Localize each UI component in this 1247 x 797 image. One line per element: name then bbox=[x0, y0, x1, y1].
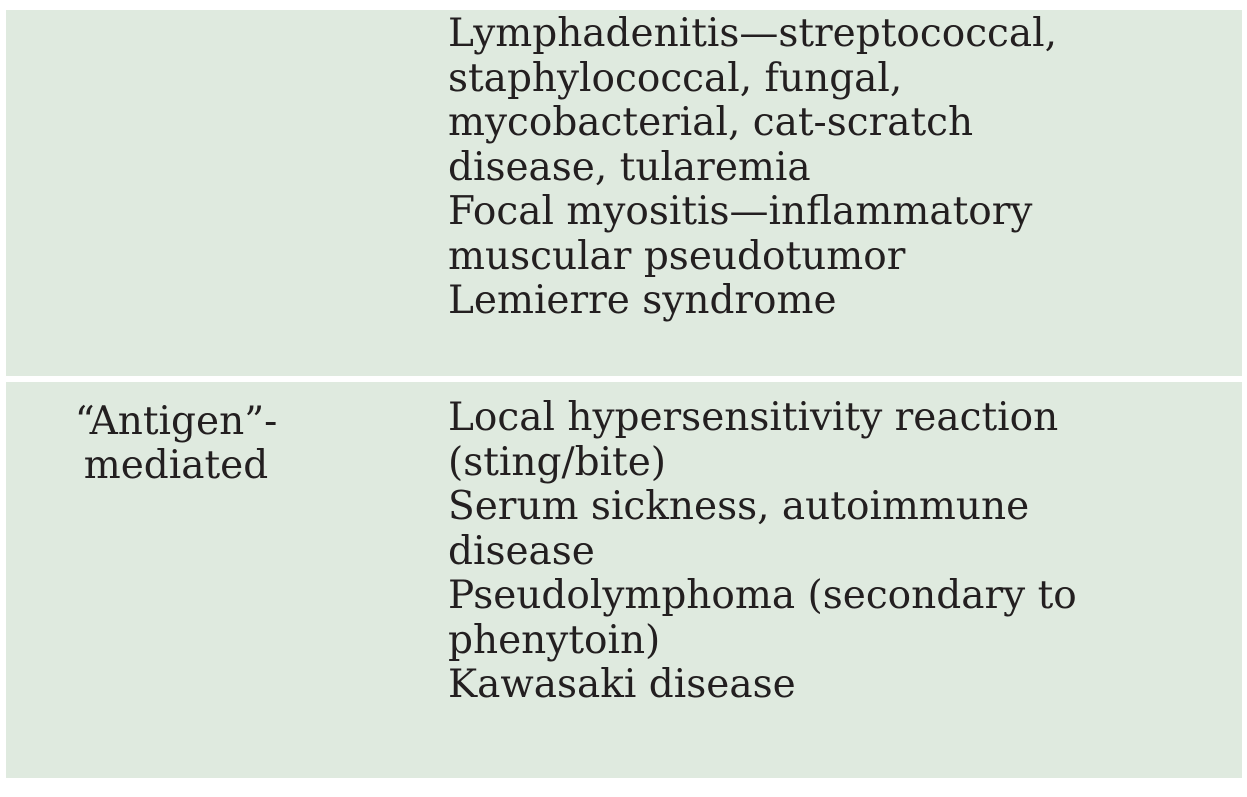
table-row: Lymphadenitis—streptococcal, staphylococ… bbox=[6, 10, 1242, 376]
list-item: Lemierre syndrome bbox=[448, 278, 837, 323]
table-row: Local hypersensitivity reaction (sting/b… bbox=[6, 382, 1242, 778]
list-item: Lymphadenitis—streptococcal, staphylococ… bbox=[448, 11, 1058, 190]
etiology-list: Lymphadenitis—streptococcal, staphylococ… bbox=[448, 11, 1238, 324]
etiology-list: Local hypersensitivity reaction (sting/b… bbox=[448, 395, 1238, 708]
category-label: “Antigen”- mediated bbox=[74, 399, 278, 488]
list-item: Focal myositis—inflammatory muscular pse… bbox=[448, 189, 1033, 279]
list-item: Pseudolymphoma (secondary to phenytoin) bbox=[448, 573, 1077, 663]
list-item: Local hypersensitivity reaction (sting/b… bbox=[448, 395, 1059, 485]
list-item: Serum sickness, autoimmune disease bbox=[448, 484, 1030, 574]
list-item: Kawasaki disease bbox=[448, 662, 796, 707]
row-divider bbox=[6, 376, 1242, 382]
differential-table: Lymphadenitis—streptococcal, staphylococ… bbox=[6, 10, 1242, 778]
